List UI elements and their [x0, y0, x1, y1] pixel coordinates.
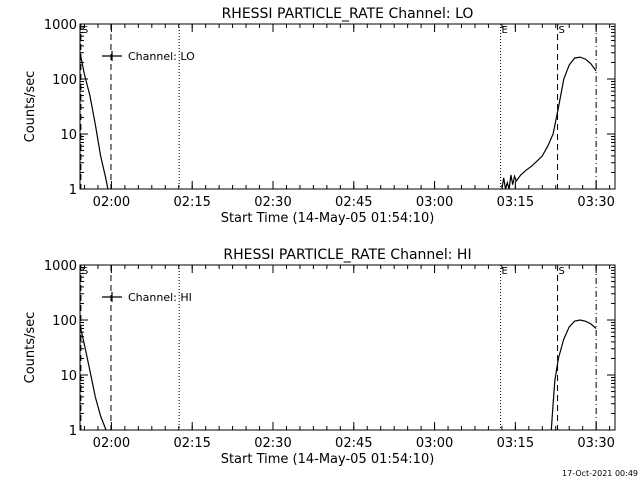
y-axis-label: Counts/sec — [23, 71, 38, 143]
x-tick-label: 03:30 — [577, 436, 614, 451]
chart-panel-1: RHESSI PARTICLE_RATE Channel: LO 1 10 100 10… — [23, 6, 616, 226]
x-tick-label: 03:15 — [497, 195, 534, 210]
x-tick-label: 03:15 — [497, 436, 534, 451]
y-tick-label: 1 — [69, 424, 77, 439]
event-marker-label: S — [82, 25, 88, 36]
data-series-line-1 — [80, 325, 107, 430]
x-axis-label: Start Time (14-May-05 01:54:10) — [221, 452, 435, 467]
x-tick-label: 02:00 — [93, 436, 130, 451]
legend-label: Channel: HI — [128, 291, 192, 304]
y-tick-label: 100 — [52, 73, 77, 88]
plot-frame — [79, 264, 616, 431]
data-series-line-1 — [80, 52, 109, 189]
y-tick-label: 10 — [60, 128, 77, 143]
x-tick-label: 02:00 — [93, 195, 130, 210]
chart-title: RHESSI PARTICLE_RATE Channel: HI — [223, 247, 471, 263]
x-tick-label: 03:30 — [577, 195, 614, 210]
footer-timestamp: 17-Oct-2021 00:49 — [562, 469, 638, 478]
event-marker-label: E — [502, 266, 508, 277]
chart-panel-2: RHESSI PARTICLE_RATE Channel: HI 1 10 100 10… — [23, 247, 616, 467]
x-tick-label: 03:00 — [416, 436, 453, 451]
legend-label: Channel: LO — [128, 50, 195, 63]
x-tick-label: 03:00 — [416, 195, 453, 210]
event-marker-label: S — [559, 266, 565, 277]
chart-title: RHESSI PARTICLE_RATE Channel: LO — [222, 6, 474, 22]
y-tick-label: 1 — [69, 183, 77, 198]
x-tick-label: 02:30 — [254, 195, 291, 210]
data-series-line-2 — [501, 56, 597, 189]
x-axis-label: Start Time (14-May-05 01:54:10) — [221, 211, 435, 226]
x-tick-label: 02:45 — [335, 195, 372, 210]
event-marker-label: S — [82, 266, 88, 277]
x-tick-label: 02:30 — [254, 436, 291, 451]
plot-frame — [79, 23, 616, 190]
y-tick-label: 1000 — [44, 259, 77, 274]
y-tick-label: 1000 — [44, 18, 77, 33]
y-axis-label: Counts/sec — [23, 312, 38, 384]
x-tick-label: 02:15 — [173, 436, 210, 451]
event-marker-label: S — [559, 25, 565, 36]
x-tick-label: 02:15 — [173, 195, 210, 210]
y-tick-label: 10 — [60, 369, 77, 384]
event-marker-label: E — [502, 25, 508, 36]
data-series-line-2 — [550, 319, 597, 430]
x-tick-label: 02:45 — [335, 436, 372, 451]
y-tick-label: 100 — [52, 314, 77, 329]
